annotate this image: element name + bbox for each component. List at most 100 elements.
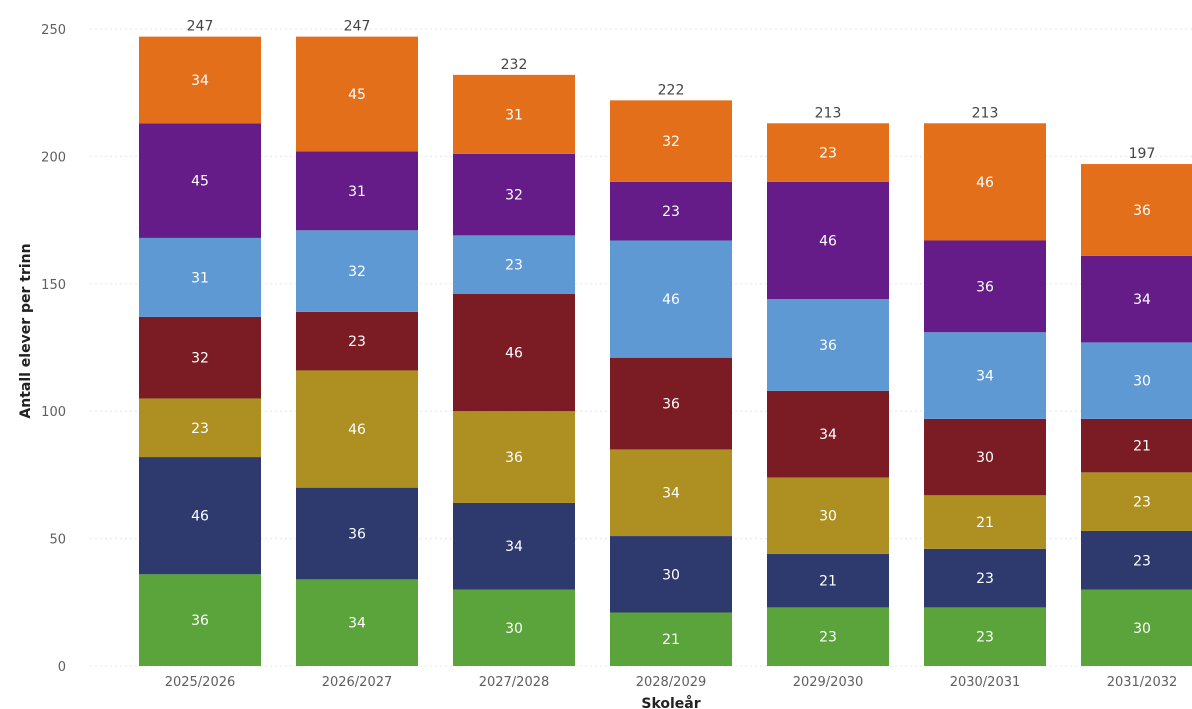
bar-segment (139, 457, 261, 575)
data-label: 34 (819, 427, 837, 443)
x-tick-label: 2029/2030 (793, 675, 864, 690)
y-tick-label: 150 (41, 278, 66, 293)
bar-segment (296, 230, 418, 312)
data-label: 32 (662, 134, 680, 150)
bar-segment (924, 123, 1046, 241)
data-label: 30 (1133, 621, 1151, 637)
data-label: 21 (819, 574, 837, 590)
bar-stack: 21 30 34 36 46 23 32 222 (610, 82, 732, 666)
bar-segment (610, 612, 732, 666)
bar-segment (610, 449, 732, 537)
data-label: 45 (348, 87, 366, 103)
data-label: 21 (662, 632, 680, 648)
y-tick-label: 250 (41, 23, 66, 38)
x-axis-title: Skoleår (641, 695, 700, 709)
bar-segment (453, 153, 575, 236)
data-label: 32 (505, 188, 523, 204)
data-label: 23 (662, 204, 680, 220)
total-label: 232 (501, 57, 528, 73)
bar-stack: 36 46 23 32 31 45 34 247 (139, 19, 261, 666)
data-label: 46 (976, 175, 994, 191)
data-label: 30 (976, 450, 994, 466)
total-label: 247 (187, 19, 214, 35)
data-label: 23 (976, 571, 994, 587)
data-label: 34 (191, 73, 209, 89)
bar-segment (296, 579, 418, 666)
data-label: 31 (191, 270, 209, 286)
x-tick-label: 2026/2027 (322, 675, 393, 690)
bar-segment (610, 240, 732, 358)
data-label: 46 (348, 422, 366, 438)
bar-segment (1081, 342, 1192, 419)
data-label: 36 (662, 397, 680, 413)
data-label: 34 (976, 369, 994, 385)
data-label: 21 (976, 515, 994, 531)
x-tick-label: 2031/2032 (1107, 675, 1178, 690)
bar-segment (767, 477, 889, 554)
data-label: 36 (191, 613, 209, 629)
y-tick-label: 0 (58, 660, 66, 675)
bar-segment (610, 536, 732, 613)
x-tick-label: 2030/2031 (950, 675, 1021, 690)
bar-segment (924, 607, 1046, 666)
data-label: 36 (819, 338, 837, 354)
x-tick-label: 2027/2028 (479, 675, 550, 690)
bar-segment (139, 398, 261, 458)
bar-segment (296, 311, 418, 371)
bar-segment (139, 237, 261, 317)
bar-stack: 23 21 30 34 36 46 23 213 (767, 105, 889, 666)
data-label: 46 (819, 233, 837, 249)
bar-segment (453, 293, 575, 412)
bar-segment (139, 36, 261, 124)
total-label: 247 (344, 19, 371, 35)
total-label: 213 (815, 105, 842, 121)
y-tick-label: 50 (49, 533, 66, 548)
bar-segment (139, 123, 261, 238)
data-label: 23 (191, 421, 209, 437)
bar-segment (453, 589, 575, 666)
data-label: 31 (505, 107, 523, 123)
data-label: 46 (191, 509, 209, 525)
data-label: 36 (1133, 203, 1151, 219)
bar-segment (1081, 255, 1192, 343)
y-axis-title: Antall elever per trinn (18, 243, 34, 418)
data-label: 23 (505, 258, 523, 274)
data-label: 23 (348, 334, 366, 350)
bars: 36 46 23 32 31 45 34 247 34 36 46 23 32 31 45 247 30 34 36… (139, 19, 1192, 666)
x-axis-ticks: 2025/2026 2026/2027 2027/2028 2028/2029 2029… (165, 675, 1178, 690)
bar-segment (453, 74, 575, 154)
data-label: 46 (505, 346, 523, 362)
bar-segment (296, 36, 418, 152)
bar-stack: 30 23 23 21 30 34 36 197 (1081, 146, 1192, 666)
bar-segment (1081, 472, 1192, 531)
data-label: 30 (819, 509, 837, 525)
bar-segment (610, 181, 732, 241)
bar-segment (610, 357, 732, 450)
data-label: 34 (505, 539, 523, 555)
bar-segment (924, 418, 1046, 496)
bar-segment (1081, 530, 1192, 590)
data-label: 21 (1133, 439, 1151, 455)
data-label: 30 (505, 621, 523, 637)
y-tick-label: 200 (41, 150, 66, 165)
bar-segment (296, 487, 418, 580)
bar-segment (767, 553, 889, 608)
data-label: 23 (1133, 495, 1151, 511)
data-label: 30 (1133, 374, 1151, 390)
bar-segment (453, 411, 575, 503)
bar-segment (453, 235, 575, 294)
bar-segment (767, 390, 889, 478)
data-label: 23 (1133, 553, 1151, 569)
bar-segment (924, 332, 1046, 419)
data-label: 36 (348, 527, 366, 543)
bar-segment (139, 574, 261, 666)
bar-segment (924, 548, 1046, 608)
bar-segment (767, 123, 889, 182)
bar-stack: 34 36 46 23 32 31 45 247 (296, 19, 418, 666)
data-label: 45 (191, 174, 209, 190)
data-label: 23 (976, 630, 994, 646)
total-label: 222 (658, 82, 685, 98)
data-label: 23 (819, 146, 837, 162)
